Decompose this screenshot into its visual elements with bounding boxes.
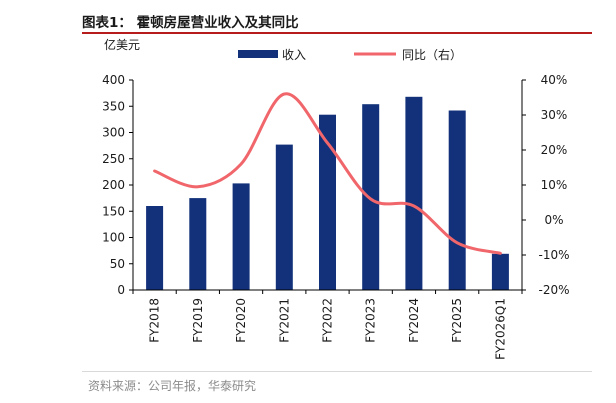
header-rule (82, 32, 592, 34)
revenue-chart: 亿美元 收入 同比（右） 0 50 100 150 200 250 300 350 400 -2… (102, 37, 570, 360)
x-tick-label: FY2018 (148, 298, 162, 343)
figure-title: 图表1： 霍顿房屋营业收入及其同比 (82, 15, 299, 31)
right-tick-label: 0% (544, 213, 563, 227)
left-tick-label: 350 (102, 99, 125, 113)
x-tick-label: FY2025 (450, 298, 464, 343)
right-tick-label: 30% (541, 108, 568, 122)
left-tick-label: 300 (102, 126, 125, 140)
left-axis-title: 亿美元 (104, 37, 140, 52)
right-tick-label: -20% (538, 283, 569, 297)
x-tick-label: FY2026Q1 (493, 298, 507, 360)
right-tick-label: -10% (538, 248, 569, 262)
bar-FY2019 (189, 198, 207, 290)
left-tick-label: 100 (102, 231, 125, 245)
x-tick-label: FY2020 (234, 298, 248, 343)
legend-bar-label: 收入 (282, 48, 306, 62)
right-tick-label: 10% (541, 178, 568, 192)
yoy-line (153, 92, 502, 255)
bar-FY2020 (232, 183, 250, 290)
left-tick-label: 250 (102, 152, 125, 166)
bar-FY2025 (448, 110, 466, 290)
footer-rule (82, 371, 592, 372)
left-tick-label: 50 (110, 257, 125, 271)
x-tick-label: FY2024 (407, 298, 421, 343)
source-note: 资料来源：公司年报，华泰研究 (88, 379, 257, 393)
bar-FY2026Q1 (491, 253, 509, 290)
bar-series (146, 96, 509, 290)
left-axis-ticks: 0 50 100 150 200 250 300 350 400 (102, 73, 133, 297)
left-tick-label: 400 (102, 73, 125, 87)
bar-FY2022 (319, 114, 336, 290)
x-tick-label: FY2019 (191, 298, 205, 343)
x-tick-label: FY2021 (277, 298, 291, 343)
right-tick-label: 20% (541, 143, 568, 157)
right-tick-label: 40% (541, 73, 568, 87)
line-series (153, 92, 502, 255)
x-tick-label: FY2022 (321, 298, 335, 343)
left-tick-label: 150 (102, 204, 125, 218)
legend: 收入 同比（右） (238, 47, 462, 62)
x-axis-ticks: FY2018 FY2019 FY2020 FY2021 FY2022 FY2023 FY20… (132, 290, 523, 360)
x-tick-label: FY2023 (364, 298, 378, 343)
bar-FY2023 (362, 104, 380, 290)
right-axis-ticks: -20% -10% 0% 10% 20% 30% 40% (522, 73, 570, 297)
bar-FY2018 (146, 206, 164, 290)
left-tick-label: 200 (102, 178, 125, 192)
legend-line-label: 同比（右） (402, 47, 462, 62)
bar-FY2024 (405, 96, 423, 290)
bar-FY2021 (275, 144, 293, 290)
legend-bar-swatch (238, 50, 278, 58)
left-tick-label: 0 (117, 283, 125, 297)
